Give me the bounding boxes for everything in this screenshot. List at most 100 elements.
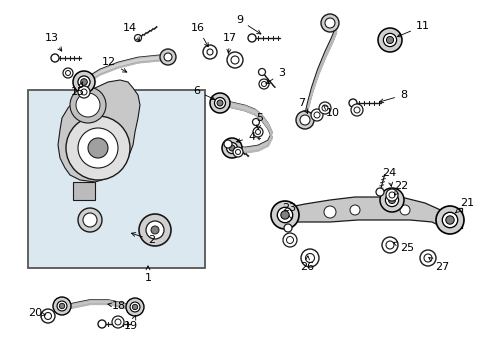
Circle shape xyxy=(222,138,242,158)
Circle shape xyxy=(51,54,59,62)
Circle shape xyxy=(235,149,240,154)
Circle shape xyxy=(321,105,327,111)
Circle shape xyxy=(387,197,395,204)
Circle shape xyxy=(160,49,176,65)
Text: 17: 17 xyxy=(223,33,237,53)
Circle shape xyxy=(349,205,359,215)
Circle shape xyxy=(70,87,106,123)
Text: 26: 26 xyxy=(299,256,313,272)
Circle shape xyxy=(252,118,259,126)
Circle shape xyxy=(252,127,263,137)
Text: 5: 5 xyxy=(256,113,263,129)
Text: 14: 14 xyxy=(122,23,140,41)
Circle shape xyxy=(261,81,266,86)
Circle shape xyxy=(350,104,362,116)
Circle shape xyxy=(226,143,237,153)
Text: 12: 12 xyxy=(102,57,126,72)
Circle shape xyxy=(259,79,268,89)
Circle shape xyxy=(313,112,319,118)
Circle shape xyxy=(270,201,298,229)
Text: 21: 21 xyxy=(455,198,473,213)
Circle shape xyxy=(126,298,143,316)
Circle shape xyxy=(53,297,71,315)
Text: 16: 16 xyxy=(191,23,208,47)
Circle shape xyxy=(226,52,243,68)
Polygon shape xyxy=(285,197,447,230)
Circle shape xyxy=(247,34,256,42)
Circle shape xyxy=(163,53,172,61)
Circle shape xyxy=(388,192,394,198)
Text: 23: 23 xyxy=(282,203,295,219)
Text: 20: 20 xyxy=(28,308,45,318)
Circle shape xyxy=(399,205,409,215)
Circle shape xyxy=(115,319,121,325)
Circle shape xyxy=(441,212,457,228)
Text: 2: 2 xyxy=(131,233,155,245)
Circle shape xyxy=(44,312,51,320)
Circle shape xyxy=(385,241,393,249)
Circle shape xyxy=(146,221,163,239)
Circle shape xyxy=(318,102,330,114)
Circle shape xyxy=(78,86,90,98)
Circle shape xyxy=(385,189,397,201)
Circle shape xyxy=(224,140,231,148)
Circle shape xyxy=(217,100,223,106)
Circle shape xyxy=(132,304,138,310)
Circle shape xyxy=(88,138,108,158)
Circle shape xyxy=(151,226,159,234)
Circle shape xyxy=(383,33,396,46)
Circle shape xyxy=(81,89,87,95)
Circle shape xyxy=(385,193,398,207)
Circle shape xyxy=(78,208,102,232)
Circle shape xyxy=(203,45,217,59)
Text: 9: 9 xyxy=(235,15,261,34)
Circle shape xyxy=(206,49,213,55)
Text: 27: 27 xyxy=(428,257,448,272)
Circle shape xyxy=(76,93,100,117)
Text: 25: 25 xyxy=(393,242,413,253)
Text: 15: 15 xyxy=(71,82,85,97)
Circle shape xyxy=(81,79,87,85)
Circle shape xyxy=(423,254,431,262)
Circle shape xyxy=(381,237,397,253)
Circle shape xyxy=(258,68,265,76)
FancyBboxPatch shape xyxy=(28,90,204,268)
Circle shape xyxy=(41,309,55,323)
Circle shape xyxy=(419,250,435,266)
Circle shape xyxy=(377,28,401,52)
Circle shape xyxy=(228,145,235,151)
Circle shape xyxy=(310,109,323,121)
Circle shape xyxy=(348,99,356,107)
Bar xyxy=(73,182,95,200)
Circle shape xyxy=(134,35,141,41)
Circle shape xyxy=(286,237,293,243)
Circle shape xyxy=(130,302,140,312)
Circle shape xyxy=(83,213,97,227)
Text: 8: 8 xyxy=(379,90,407,103)
Circle shape xyxy=(59,303,64,309)
Circle shape xyxy=(277,207,292,223)
Circle shape xyxy=(78,76,90,88)
Circle shape xyxy=(283,233,296,247)
Circle shape xyxy=(214,98,225,108)
Text: 18: 18 xyxy=(108,301,126,311)
Circle shape xyxy=(284,224,291,232)
Circle shape xyxy=(301,249,318,267)
Circle shape xyxy=(57,301,67,311)
Text: 10: 10 xyxy=(323,105,339,118)
Circle shape xyxy=(230,56,239,64)
Circle shape xyxy=(98,320,106,328)
Text: 6: 6 xyxy=(193,86,214,100)
Circle shape xyxy=(65,71,70,76)
Polygon shape xyxy=(58,80,140,182)
Circle shape xyxy=(280,211,288,219)
Text: 24: 24 xyxy=(381,168,395,186)
Circle shape xyxy=(445,216,453,224)
Circle shape xyxy=(63,68,73,78)
Text: 22: 22 xyxy=(393,181,407,195)
Circle shape xyxy=(255,130,260,135)
Circle shape xyxy=(232,147,243,157)
Text: 3: 3 xyxy=(265,68,285,84)
Circle shape xyxy=(299,115,309,125)
Circle shape xyxy=(435,206,463,234)
